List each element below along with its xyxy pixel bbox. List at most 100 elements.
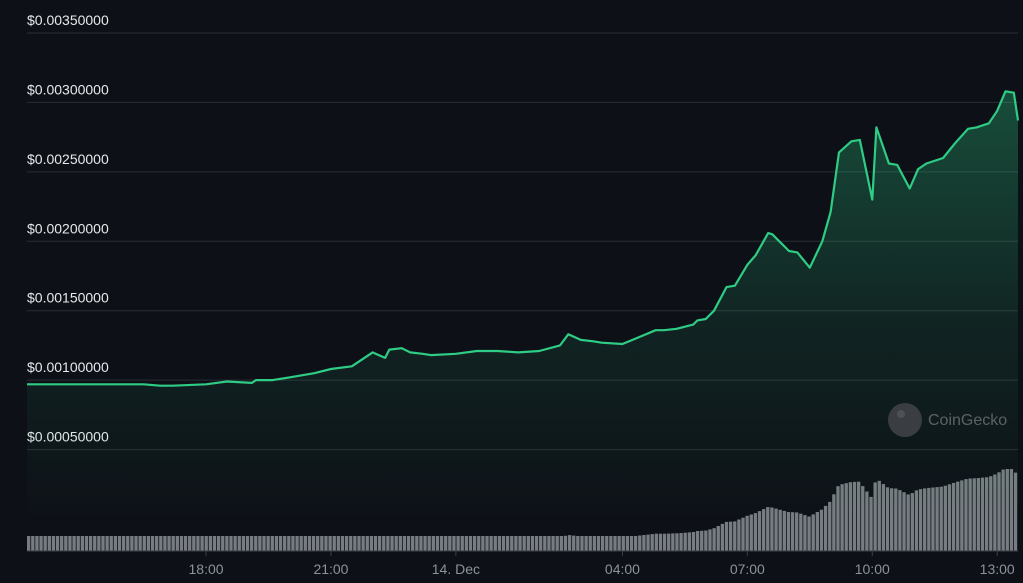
- volume-bar: [910, 493, 914, 551]
- volume-bar: [902, 492, 906, 551]
- volume-bar: [795, 512, 799, 551]
- volume-bar: [258, 536, 262, 551]
- volume-bar: [600, 536, 605, 551]
- volume-bar: [344, 536, 349, 551]
- volume-bar: [84, 536, 89, 551]
- volume-bar: [633, 536, 638, 551]
- volume-bar: [43, 536, 47, 551]
- volume-bar: [741, 517, 745, 551]
- x-tick-label: 10:00: [855, 561, 890, 577]
- volume-bar: [497, 536, 502, 551]
- coingecko-watermark: CoinGecko: [888, 403, 1007, 437]
- volume-bar: [654, 533, 658, 551]
- volume-bar: [225, 536, 229, 551]
- volume-bar: [27, 536, 31, 551]
- volume-bar: [121, 536, 126, 551]
- volume-bar: [423, 536, 427, 551]
- volume-bar: [638, 535, 642, 551]
- volume-bar: [898, 490, 902, 551]
- volume-bar: [687, 532, 691, 551]
- volume-bar: [72, 536, 76, 551]
- volume-bar: [733, 521, 737, 551]
- volume-bar: [51, 536, 56, 551]
- volume-bar: [766, 507, 770, 551]
- volume-bar: [617, 536, 621, 551]
- volume-bar: [778, 509, 782, 551]
- volume-bar: [353, 536, 357, 551]
- volume-bar: [716, 526, 720, 551]
- volume-bar: [923, 488, 927, 551]
- volume-bar: [539, 536, 543, 551]
- volume-bar: [700, 530, 704, 551]
- volume-bar: [803, 515, 807, 551]
- volume-bar: [621, 536, 625, 551]
- x-axis-ticks: 18:00 21:00 14. Dec 04:00 07:00 10:00 13:00: [189, 551, 1015, 577]
- volume-bar: [448, 536, 452, 551]
- volume-bar: [47, 536, 51, 551]
- volume-bar: [204, 536, 208, 551]
- volume-bar: [254, 536, 258, 551]
- volume-bar: [894, 488, 898, 551]
- volume-bar: [402, 536, 407, 551]
- price-line: [27, 90, 1020, 387]
- y-tick-label: $0.00150000: [27, 290, 109, 306]
- volume-bar: [807, 516, 811, 551]
- volume-bar: [336, 536, 341, 551]
- volume-bar: [332, 536, 336, 551]
- volume-bar: [869, 496, 873, 551]
- y-tick-label: $0.00250000: [27, 151, 109, 167]
- volume-bar: [914, 490, 919, 551]
- volume-bar: [208, 536, 213, 551]
- volume-bar: [138, 536, 142, 551]
- volume-bar: [167, 536, 171, 551]
- volume-bar: [88, 536, 93, 551]
- volume-bar: [130, 536, 134, 551]
- volume-bar: [349, 536, 353, 551]
- volume-bar: [596, 536, 601, 551]
- volume-bar: [662, 533, 667, 551]
- x-tick-label: 21:00: [313, 561, 348, 577]
- volume-bar: [109, 536, 113, 551]
- volume-bar: [530, 536, 535, 551]
- volume-bar: [55, 536, 60, 551]
- volume-bar: [580, 536, 584, 551]
- volume-bar: [328, 536, 332, 551]
- watermark-text: CoinGecko: [928, 412, 1007, 429]
- volume-bar: [64, 536, 68, 551]
- volume-bar: [270, 536, 274, 551]
- volume-bar: [667, 533, 671, 551]
- coingecko-logo-icon: [888, 403, 922, 437]
- volume-bar: [146, 536, 151, 551]
- volume-bar: [134, 536, 138, 551]
- coingecko-logo-eye: [897, 410, 905, 418]
- volume-bar: [183, 536, 188, 551]
- volume-bar: [588, 536, 592, 551]
- volume-bar: [559, 536, 563, 551]
- volume-bar: [650, 534, 654, 551]
- volume-bar: [287, 536, 291, 551]
- volume-bar: [712, 528, 716, 551]
- volume-bar: [171, 536, 175, 551]
- volume-bar: [361, 536, 365, 551]
- volume-bar: [481, 536, 485, 551]
- volume-bar: [832, 494, 836, 551]
- volume-bar: [477, 536, 481, 551]
- volume-bar: [316, 536, 320, 551]
- volume-bar: [159, 536, 163, 551]
- volume-bar: [179, 536, 184, 551]
- volume-bar: [233, 536, 237, 551]
- volume-bar: [642, 535, 646, 551]
- volume-bar: [683, 532, 687, 551]
- volume-bar: [890, 488, 894, 551]
- volume-bar: [505, 536, 510, 551]
- volume-bar: [105, 536, 109, 551]
- volume-bar: [815, 512, 819, 551]
- volume-bar: [493, 536, 497, 551]
- volume-bar: [357, 536, 361, 551]
- volume-bar: [415, 536, 419, 551]
- volume-bar: [68, 536, 72, 551]
- volume-bar: [724, 521, 729, 551]
- volume-bar: [811, 514, 815, 551]
- volume-bar: [307, 536, 312, 551]
- volume-bar: [563, 535, 568, 551]
